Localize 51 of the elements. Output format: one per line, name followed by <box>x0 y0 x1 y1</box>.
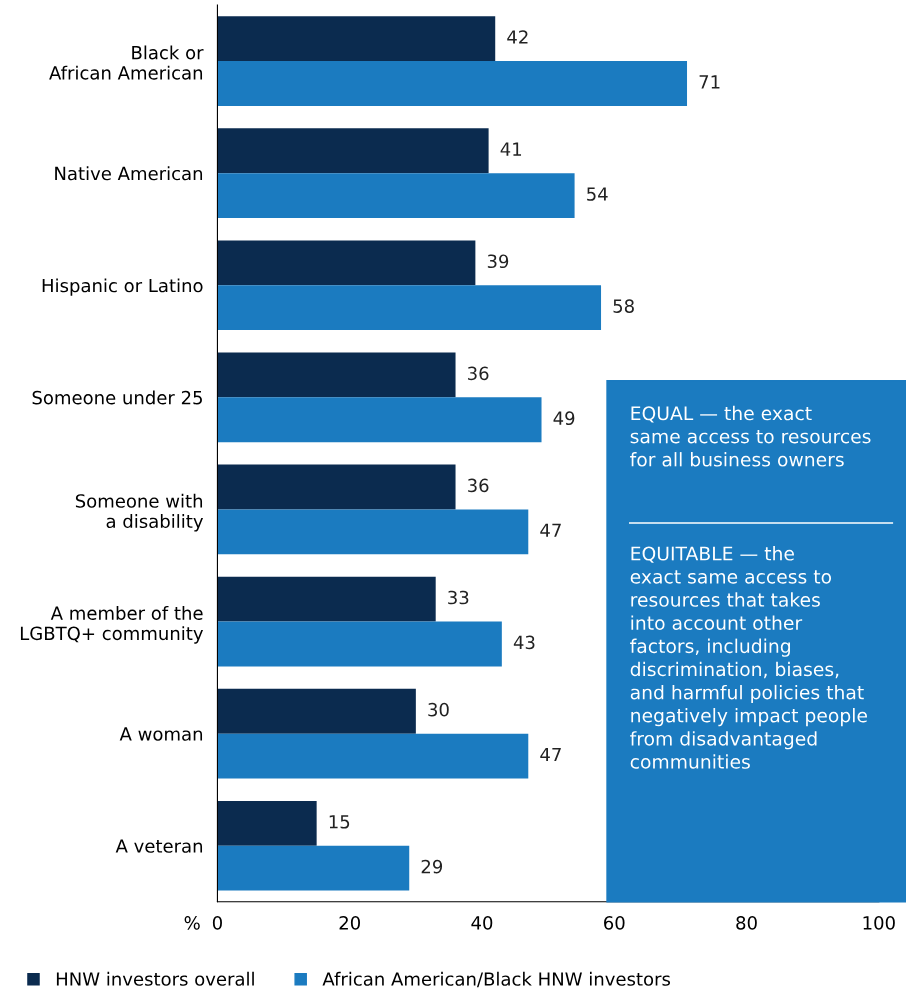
data-label: 39 <box>487 254 509 269</box>
bar <box>217 576 436 622</box>
bar <box>217 509 529 555</box>
data-label: 41 <box>500 142 522 156</box>
data-label: 30 <box>428 702 449 717</box>
bar <box>217 621 502 667</box>
bar <box>217 173 575 218</box>
bar <box>217 464 456 510</box>
bar <box>217 240 476 286</box>
data-label: 47 <box>540 523 561 537</box>
data-label: 49 <box>553 411 575 426</box>
y-tick-label: Someone with a disability <box>75 493 204 532</box>
bar <box>217 845 410 891</box>
x-tick-label: 60 <box>604 916 625 930</box>
data-label: 43 <box>513 635 535 650</box>
bar <box>217 285 602 331</box>
bar <box>217 61 688 106</box>
data-label: 58 <box>613 299 634 313</box>
data-label: 15 <box>329 815 350 829</box>
y-tick-label: A member of the LGBTQ+ community <box>20 605 204 644</box>
data-label: 29 <box>421 859 443 874</box>
data-label: 71 <box>699 75 720 89</box>
y-tick-label: A veteran <box>115 839 203 853</box>
y-tick-label: Native American <box>55 166 203 181</box>
y-tick-label: Someone under 25 <box>32 390 202 405</box>
bar <box>217 688 416 734</box>
data-label: 47 <box>540 747 561 762</box>
y-tick-label: A woman <box>119 727 203 741</box>
x-axis-title: % <box>184 916 200 930</box>
x-tick-label: 100 <box>863 916 895 930</box>
annotation: EQUAL — the exact same access to resources for all business owners <box>630 405 871 467</box>
bar <box>217 16 496 62</box>
data-label: 42 <box>507 30 528 44</box>
y-tick-label: Hispanic or Latino <box>42 278 203 296</box>
x-tick-label: 80 <box>736 916 757 930</box>
text: EQUITABLE — the exact same access to resources that takes into account other factors, including discrimination, biases, and harmful policies that negatively impact people from disadvantaged communities <box>630 546 867 769</box>
data-label: 36 <box>468 478 489 493</box>
bar <box>217 733 529 779</box>
legend-label: HNW investors overall <box>56 971 254 986</box>
bar <box>217 800 317 846</box>
data-label: 33 <box>448 590 469 605</box>
legend-label: African American/Black HNW investors <box>322 971 671 988</box>
x-tick-label: 20 <box>339 916 360 930</box>
bar <box>217 397 542 443</box>
y-tick-label: Black or African American <box>49 45 204 80</box>
x-tick-label: 40 <box>471 916 493 930</box>
bar <box>217 352 456 398</box>
x-tick-label: 0 <box>212 916 222 930</box>
bar <box>217 128 489 174</box>
data-label: 36 <box>468 366 489 381</box>
data-label: 54 <box>587 187 608 201</box>
